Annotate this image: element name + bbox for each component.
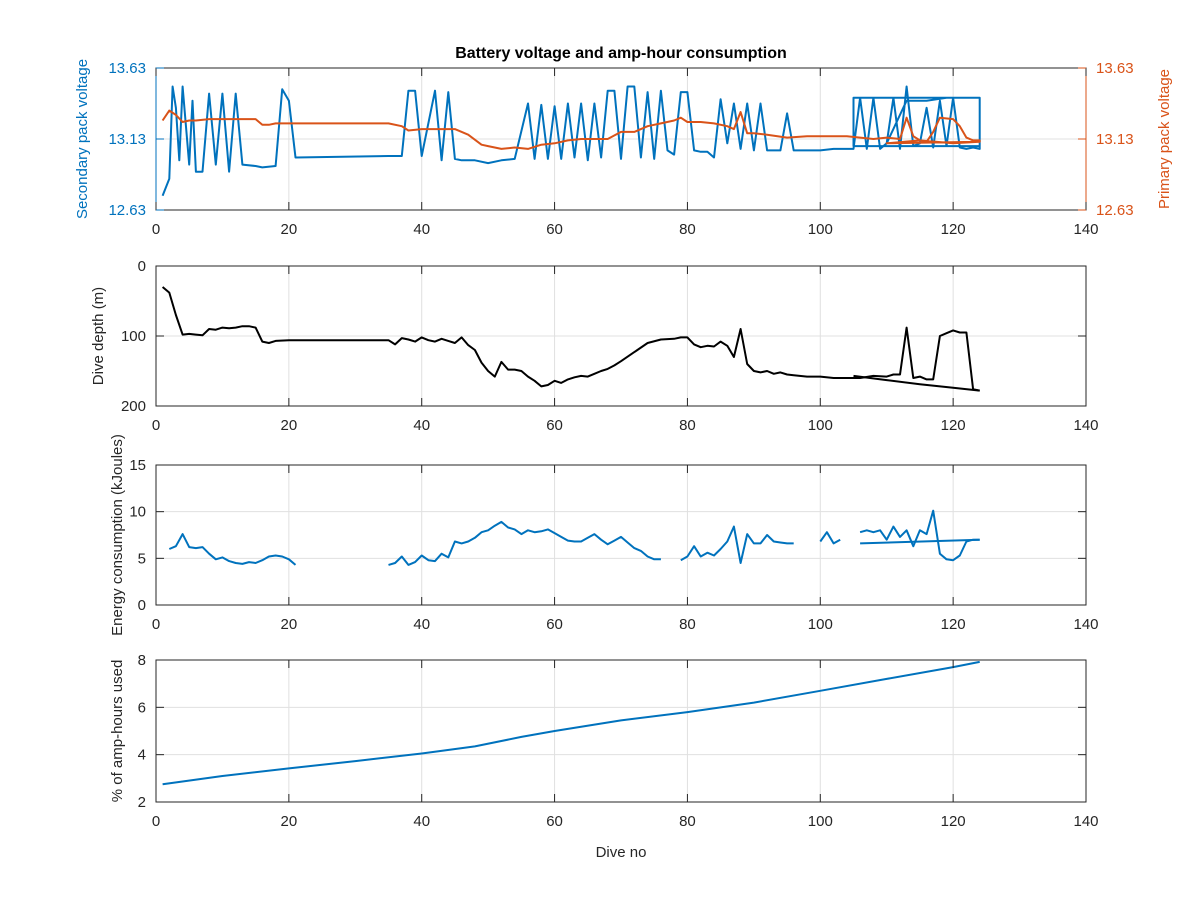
y-tick-label: 200 [121, 398, 146, 415]
x-tick-label: 0 [152, 417, 160, 434]
x-tick-label: 40 [413, 616, 430, 633]
x-tick-label: 140 [1073, 221, 1098, 238]
x-tick-label: 80 [679, 616, 696, 633]
y-tick-label: 4 [138, 747, 146, 764]
y-tick-label: 0 [138, 597, 146, 614]
y-tick-label: 6 [138, 699, 146, 716]
y-tick-label: 12.63 [108, 202, 146, 219]
x-tick-label: 80 [679, 417, 696, 434]
y-tick-label: 8 [138, 652, 146, 669]
y-tick-label: 5 [138, 550, 146, 567]
x-tick-label: 120 [941, 616, 966, 633]
x-tick-label: 100 [808, 813, 833, 830]
y-tick-label: 0 [138, 258, 146, 275]
series-line-1 [162, 660, 980, 786]
series-line-1-segment-2 [388, 520, 661, 566]
y-axis-label: Dive depth (m) [90, 287, 107, 385]
x-tick-label: 140 [1073, 417, 1098, 434]
figure-x-axis-label: Dive no [596, 844, 647, 861]
x-tick-label: 0 [152, 616, 160, 633]
x-tick-label: 120 [941, 221, 966, 238]
series-line-1-segment-1 [168, 533, 297, 566]
series-line-1-segment-3 [680, 525, 794, 564]
figure-title: Battery voltage and amp-hour consumption [455, 45, 787, 62]
y-tick-label: 10 [129, 504, 146, 521]
series-line-1-segment-4 [819, 531, 841, 545]
x-tick-label: 20 [281, 221, 298, 238]
y-right-tick-label: 12.63 [1096, 202, 1134, 219]
x-tick-label: 120 [941, 417, 966, 434]
y-tick-label: 15 [129, 457, 146, 474]
x-tick-label: 60 [546, 813, 563, 830]
y-axis-label: % of amp-hours used [109, 660, 126, 803]
x-tick-label: 80 [679, 221, 696, 238]
x-tick-label: 100 [808, 616, 833, 633]
axes-frame [155, 464, 1087, 606]
x-tick-label: 60 [546, 417, 563, 434]
series-line-2 [853, 374, 980, 392]
series-line-2 [161, 109, 981, 150]
plot-area [156, 660, 1086, 802]
series-line-1 [161, 286, 980, 392]
y-tick-label: 13.63 [108, 60, 146, 77]
x-tick-label: 140 [1073, 616, 1098, 633]
x-tick-label: 100 [808, 221, 833, 238]
y-axis-label: Secondary pack voltage [74, 59, 91, 219]
x-tick-label: 80 [679, 813, 696, 830]
x-tick-label: 140 [1073, 813, 1098, 830]
y-tick-label: 13.13 [108, 131, 146, 148]
x-tick-label: 40 [413, 221, 430, 238]
series-line-1-segment-5 [859, 509, 980, 562]
y-right-tick-label: 13.13 [1096, 131, 1134, 148]
x-tick-label: 60 [546, 616, 563, 633]
y-tick-label: 2 [138, 794, 146, 811]
x-tick-label: 20 [281, 813, 298, 830]
subplot-stack: 0 20 40 60 80 100 120 14012.6313.1313.6312.6313… [74, 59, 1173, 830]
y-right-axis-label: Primary pack voltage [1156, 69, 1173, 209]
x-tick-label: 20 [281, 417, 298, 434]
plot-area [156, 465, 1086, 605]
y-axis-label: Energy consumption (kJoules) [109, 434, 126, 636]
x-tick-label: 120 [941, 813, 966, 830]
x-tick-label: 100 [808, 417, 833, 434]
x-tick-label: 20 [281, 616, 298, 633]
x-tick-label: 40 [413, 417, 430, 434]
x-tick-label: 60 [546, 221, 563, 238]
y-tick-label: 100 [121, 328, 146, 345]
x-tick-label: 0 [152, 221, 160, 238]
y-right-tick-label: 13.63 [1096, 60, 1134, 77]
x-tick-label: 40 [413, 813, 430, 830]
x-tick-label: 0 [152, 813, 160, 830]
subplot-4: 0 20 40 60 80 100 120 140 2 4 6 8 % of amp-hours use… [109, 652, 1099, 830]
axes-frame [155, 659, 1087, 803]
subplot-2: 0 20 40 60 80 100 120 140 0 100 200 Dive depth (m) [90, 258, 1099, 434]
series-line-1-segment-6 [860, 538, 980, 545]
subplot-1: 0 20 40 60 80 100 120 140 12.63 13.13 13.63 12.63 13… [74, 59, 1173, 238]
